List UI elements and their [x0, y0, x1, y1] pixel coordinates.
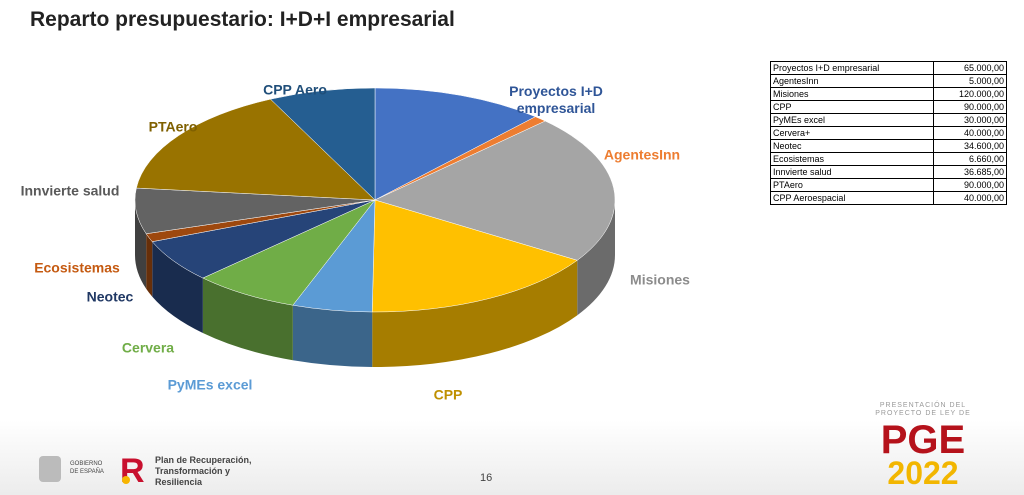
pie-side	[135, 200, 147, 289]
item-cell: CPP Aeroespacial	[770, 191, 934, 205]
pie-slice	[136, 98, 376, 201]
table-row: PyMEs excel 30.000,00	[770, 113, 1007, 127]
slice-label: Ecosistemas	[34, 259, 120, 276]
table-row: PTAero 90.000,00	[770, 178, 1007, 192]
amount-cell: 30.000,00	[933, 113, 1007, 127]
amount-cell: 36.685,00	[933, 165, 1007, 179]
slice-label: Proyectos I+D empresarial	[509, 83, 603, 116]
slice-label: PyMEs excel	[167, 376, 253, 393]
item-cell: CPP	[770, 100, 934, 114]
amount-cell: 6.660,00	[933, 152, 1007, 166]
table-row: Ecosistemas 6.660,00	[770, 152, 1007, 166]
pie-slice	[374, 120, 616, 261]
table-row: Neotec 34.600,00	[770, 139, 1007, 153]
item-cell: Misiones	[770, 87, 934, 101]
table-row: AgentesInn 5.000,00	[770, 74, 1007, 88]
table-row: CPP 90.000,00	[770, 100, 1007, 114]
gov-label: GOBIERNO DE ESPAÑA	[70, 461, 104, 475]
pie-side	[202, 278, 293, 361]
slice-label: Neotec	[86, 288, 134, 305]
amount-cell: 65.000,00	[933, 61, 1007, 75]
slice-label: CPP	[433, 386, 463, 403]
pge-logo: PGE	[880, 418, 966, 462]
slice-label: Innvierte salud	[20, 182, 120, 199]
item-cell: Ecosistemas	[770, 152, 934, 166]
slice-label: PTAero	[148, 118, 198, 135]
amount-cell: 34.600,00	[933, 139, 1007, 153]
item-cell: PyMEs excel	[770, 113, 934, 127]
amount-cell: 40.000,00	[933, 126, 1007, 140]
slice-label: AgentesInn	[603, 146, 681, 163]
pie-slice	[202, 199, 376, 306]
table-row: CPP Aeroespacial 40.000,00	[770, 191, 1007, 205]
amount-cell: 120.000,00	[933, 87, 1007, 101]
item-cell: Neotec	[770, 139, 934, 153]
plan-label: Plan de Recuperación, Transformación y R…	[155, 455, 252, 487]
slice-label: Misiones	[630, 271, 690, 288]
pie-chart	[134, 87, 616, 367]
table-row: Innvierte salud 36.685,00	[770, 165, 1007, 179]
item-cell: PTAero	[770, 178, 934, 192]
coat-of-arms	[39, 456, 61, 482]
pie-side	[372, 260, 578, 367]
item-cell: Proyectos I+D empresarial	[770, 61, 934, 75]
table-row: Proyectos I+D empresarial 65.000,00	[770, 61, 1007, 75]
amount-cell: 40.000,00	[933, 191, 1007, 205]
table-row: Cervera+ 40.000,00	[770, 126, 1007, 140]
pie-slice	[371, 199, 578, 313]
amount-cell: 90.000,00	[933, 100, 1007, 114]
page-number: 16	[480, 472, 493, 484]
item-cell: AgentesInn	[770, 74, 934, 88]
pge-year: 2022	[887, 455, 959, 491]
item-cell: Cervera+	[770, 126, 934, 140]
pie-slice	[374, 87, 536, 201]
amount-cell: 5.000,00	[933, 74, 1007, 88]
amount-cell: 90.000,00	[933, 178, 1007, 192]
pie-side	[146, 233, 153, 297]
slice-label: Cervera	[121, 339, 175, 356]
slice-label: CPP Aero	[263, 81, 327, 98]
item-cell: Innvierte salud	[770, 165, 934, 179]
pie-side	[152, 241, 203, 334]
table-row: Misiones 120.000,00	[770, 87, 1007, 101]
chart-title: Reparto presupuestario: I+D+I empresaria…	[30, 8, 455, 31]
pie-side	[577, 200, 615, 316]
budget-table: Proyectos I+D empresarial 65.000,00 Agente…	[770, 61, 1007, 205]
plan-logo: R	[120, 452, 145, 488]
pie-side	[292, 305, 373, 367]
pge-caption: PRESENTACIÓN DEL PROYECTO DE LEY DE	[875, 402, 971, 417]
pie-slice	[270, 87, 376, 201]
